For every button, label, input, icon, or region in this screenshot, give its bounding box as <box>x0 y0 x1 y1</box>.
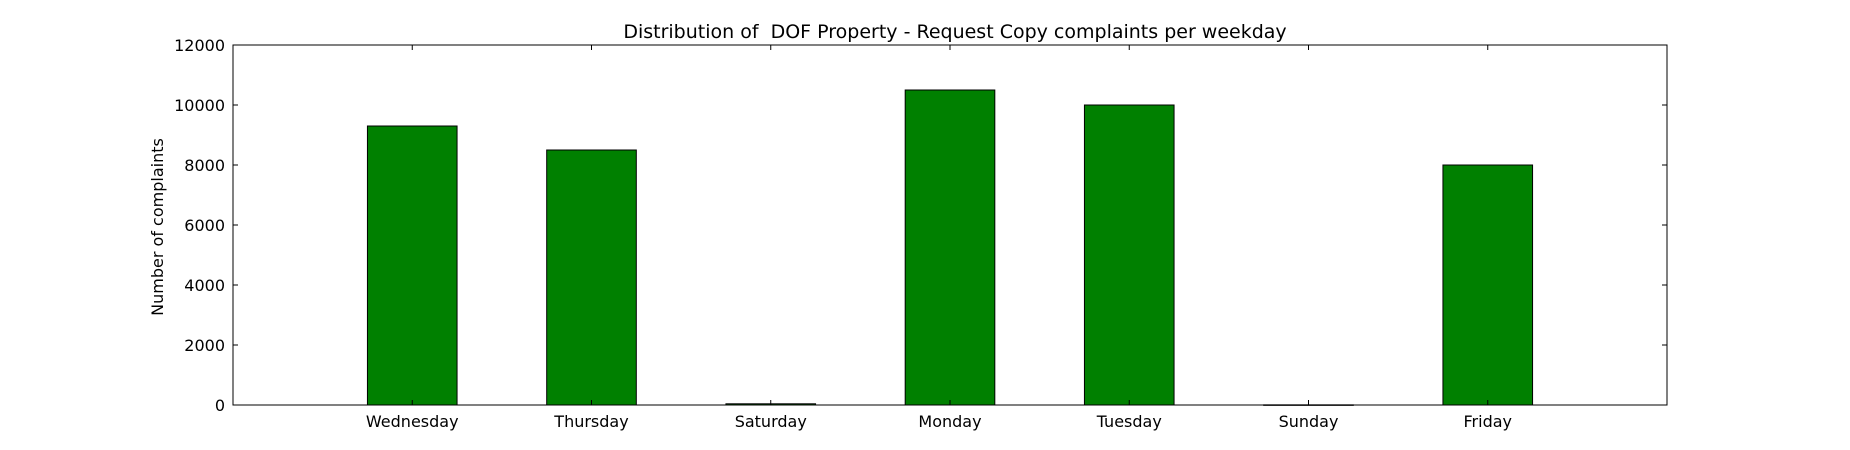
y-tick-label: 0 <box>215 396 225 415</box>
x-tick-label: Wednesday <box>366 412 459 431</box>
bar-monday <box>904 89 996 406</box>
chart-title: Distribution of DOF Property - Request C… <box>623 21 1286 43</box>
y-tick-label: 10000 <box>174 96 225 115</box>
x-tick-label: Thursday <box>553 412 628 431</box>
x-tick-label: Friday <box>1464 412 1513 431</box>
x-tick-label: Monday <box>918 412 981 431</box>
y-tick-label: 12000 <box>174 36 225 55</box>
y-tick-label: 6000 <box>184 216 225 235</box>
plot-frame <box>232 44 1668 406</box>
bar-wednesday <box>366 125 458 406</box>
y-tick-label: 2000 <box>184 336 225 355</box>
bar-thursday <box>546 149 637 406</box>
bar-friday <box>1442 164 1534 406</box>
x-tick-label: Tuesday <box>1096 412 1162 431</box>
y-axis-label: Number of complaints <box>148 138 167 316</box>
x-tick-label: Saturday <box>735 412 807 431</box>
x-tick-label: Sunday <box>1279 412 1339 431</box>
bar-tuesday <box>1083 104 1175 406</box>
y-tick-label: 8000 <box>184 156 225 175</box>
bars-group <box>366 89 1534 406</box>
ticks-group: Wednesday Thursday Saturday Monday Tuesday Su… <box>174 36 1667 431</box>
y-tick-label: 4000 <box>184 276 225 295</box>
